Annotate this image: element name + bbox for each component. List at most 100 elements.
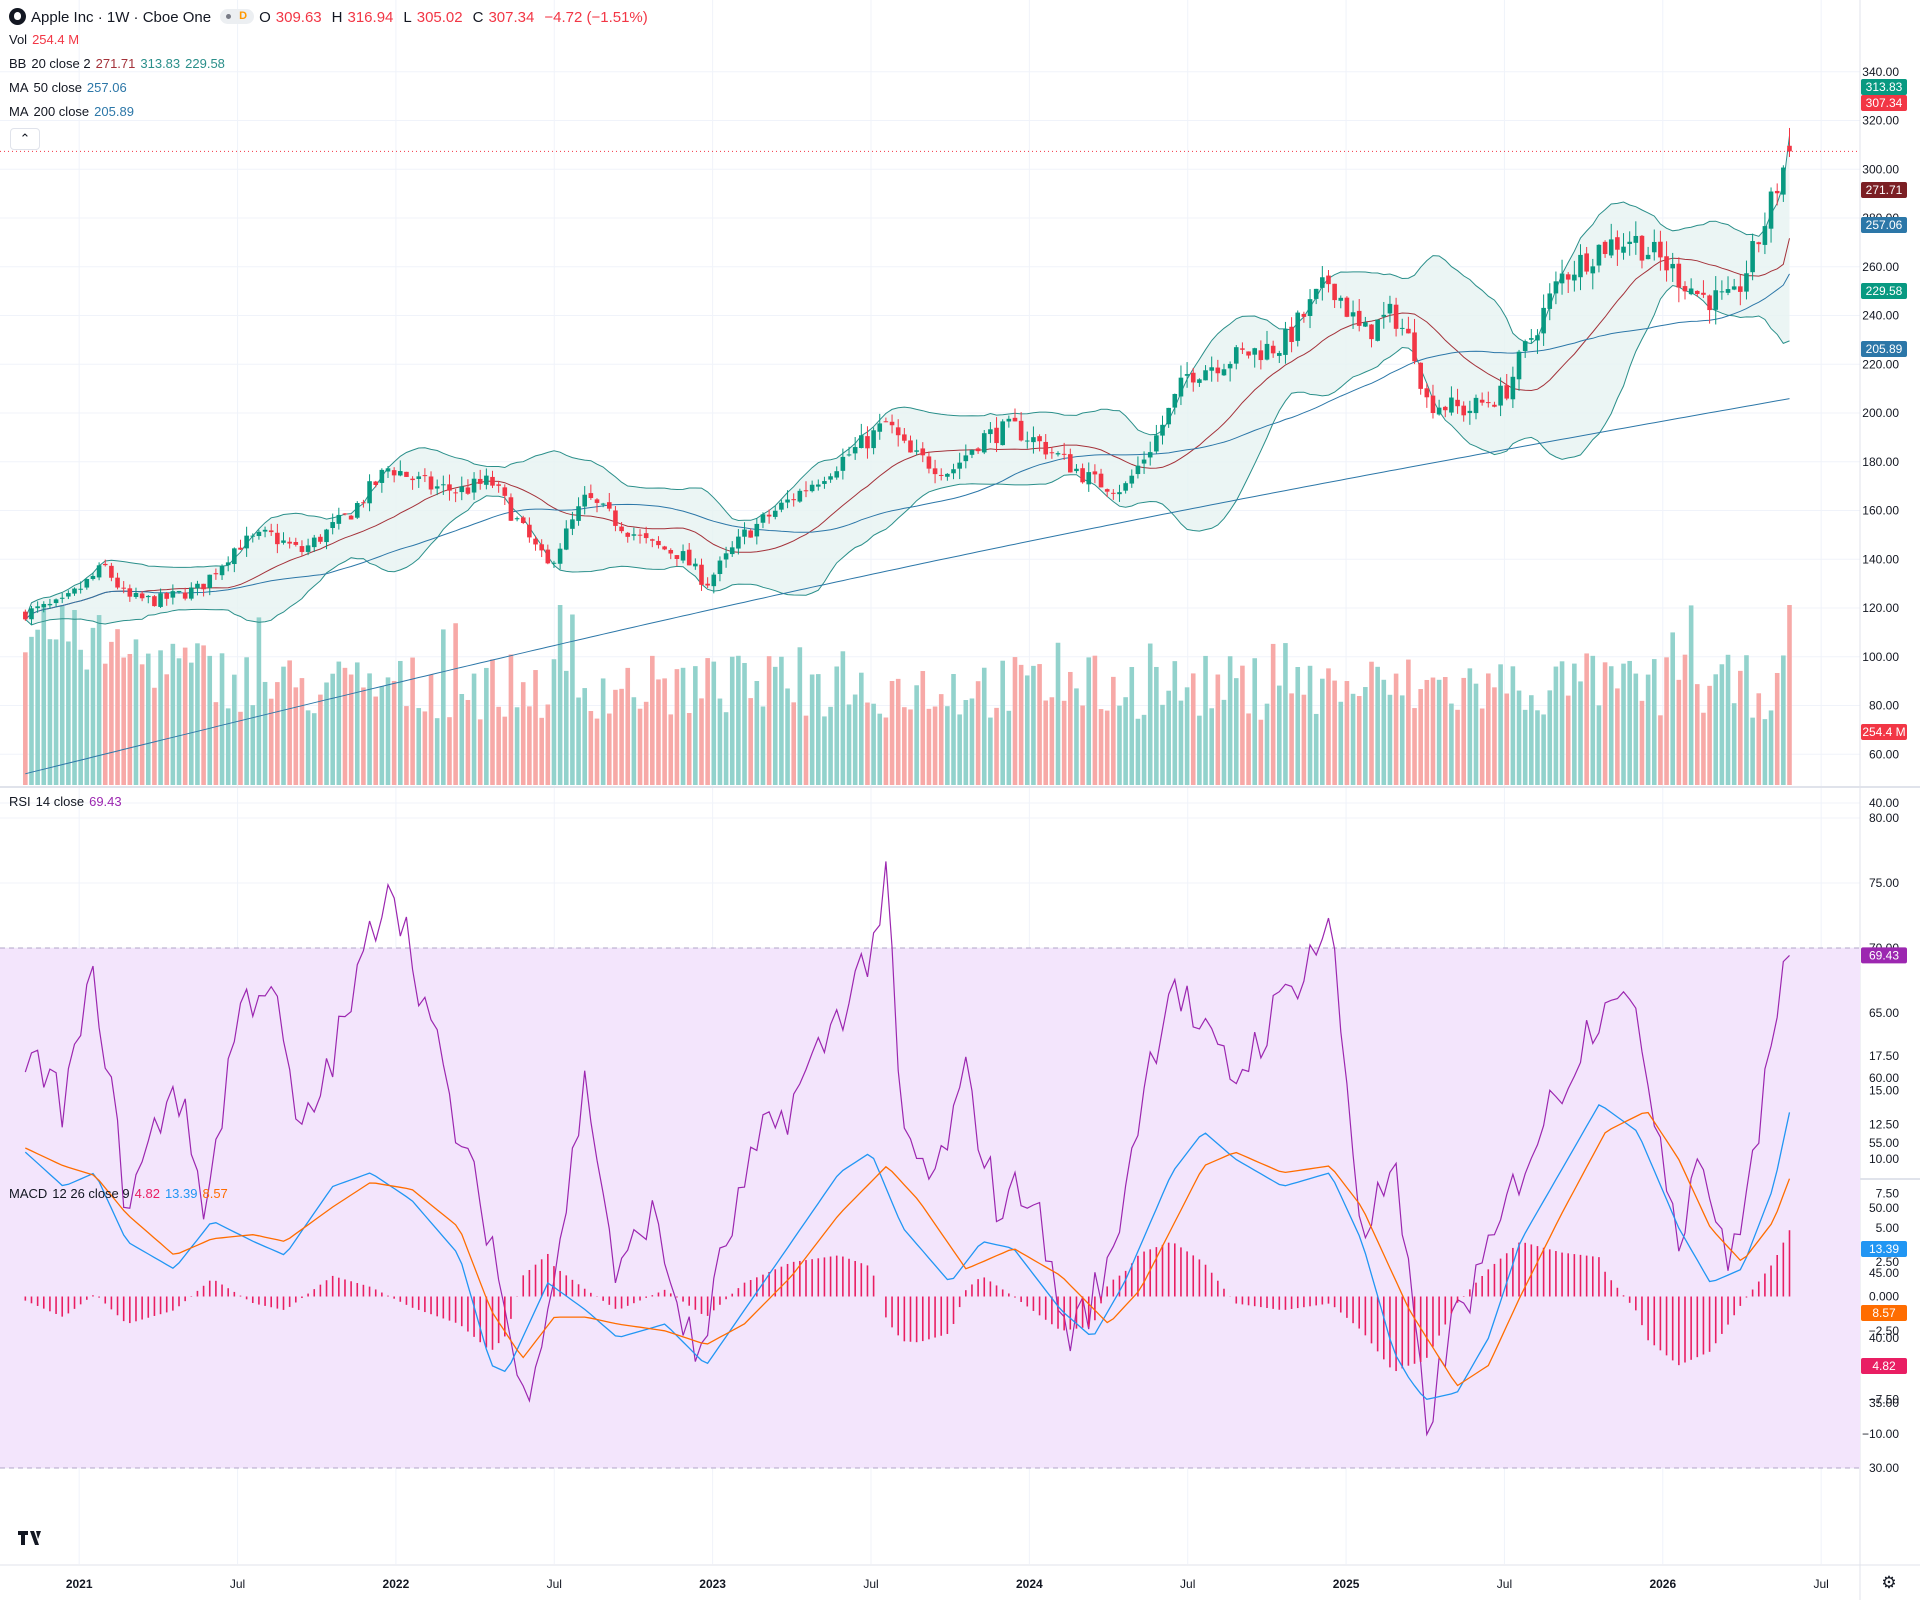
volume-bar <box>809 674 815 785</box>
candle-body <box>176 590 182 592</box>
volume-bar <box>1381 679 1387 785</box>
volume-bar <box>613 689 618 785</box>
candle-body <box>496 484 501 486</box>
candle-body <box>152 596 157 607</box>
candle-body <box>693 563 698 567</box>
rsi-legend[interactable]: RSI 14 close 69.43 <box>9 794 127 810</box>
candle-body <box>834 471 840 478</box>
candle-body <box>1277 352 1282 356</box>
volume-bar <box>926 708 932 785</box>
volume-bar <box>1719 664 1725 785</box>
market-status-badge[interactable]: D <box>220 9 255 24</box>
macd-tick-label: 15.00 <box>1869 1083 1899 1097</box>
time-tick-label: 2026 <box>1649 1577 1676 1591</box>
candle-body <box>1418 362 1423 389</box>
candle-body <box>1504 385 1510 399</box>
ma200-legend[interactable]: MA 200 close 205.89 <box>9 104 139 120</box>
volume-bar <box>1449 703 1454 785</box>
candle-body <box>84 579 90 588</box>
volume-bar <box>600 678 606 785</box>
candle-body <box>1240 348 1245 350</box>
candle-body <box>643 533 649 539</box>
volume-bar <box>631 697 637 785</box>
ma50-line <box>24 273 1790 620</box>
volume-bar <box>1203 655 1208 785</box>
volume-bar <box>938 694 944 785</box>
volume-value-label-bg <box>1861 724 1907 740</box>
candle-body <box>293 542 299 545</box>
volume-bar <box>1098 709 1104 785</box>
volume-bar <box>570 614 575 785</box>
volume-bar <box>1233 678 1239 785</box>
tradingview-logo-icon[interactable] <box>16 1528 46 1548</box>
candle-body <box>428 476 434 490</box>
candle-body <box>1590 266 1596 274</box>
gear-icon[interactable]: ⚙ <box>1881 1573 1897 1592</box>
candle-body <box>1338 297 1344 301</box>
candle-body <box>219 566 225 576</box>
time-tick-label: 2022 <box>383 1577 410 1591</box>
candle-body <box>1147 452 1153 458</box>
candle-body <box>311 537 317 548</box>
candle-body <box>1233 347 1239 364</box>
bb-legend[interactable]: BB 20 close 2 271.71 313.83 229.58 <box>9 56 230 72</box>
macd-tick-label: 0.000 <box>1869 1290 1899 1304</box>
volume-bar <box>1375 666 1380 785</box>
candle-body <box>551 562 557 564</box>
candle-body <box>1080 468 1085 483</box>
volume-bar <box>109 641 114 785</box>
volume-bar <box>379 686 385 785</box>
candle-body <box>889 421 895 426</box>
volume-bar <box>201 645 206 785</box>
candle-body <box>1725 289 1731 293</box>
candle-body <box>422 475 428 477</box>
candle-body <box>41 603 47 608</box>
volume-bar <box>1313 713 1319 785</box>
candle-body <box>1762 226 1768 245</box>
volume-bar <box>815 674 821 785</box>
volume-bar <box>1645 674 1651 785</box>
volume-bar <box>729 656 735 785</box>
symbol-title[interactable]: Apple Inc · 1W · Cboe One <box>31 9 212 26</box>
price-change: −4.72 (−1.51%) <box>544 9 648 26</box>
symbol-legend[interactable]: Apple Inc · 1W · Cboe One D O 309.63 H 316.94… <box>9 8 653 26</box>
candle-body <box>877 423 883 432</box>
macd-legend[interactable]: MACD 12 26 close 9 4.82 13.39 8.57 <box>9 1186 233 1202</box>
volume-bar <box>1627 660 1632 785</box>
volume-bar <box>754 680 760 785</box>
candle-body <box>1701 292 1706 295</box>
volume-bar <box>1559 661 1565 785</box>
candle-body <box>1535 335 1540 341</box>
candle-body <box>729 547 735 555</box>
candle-body <box>736 536 741 549</box>
volume-bar <box>53 639 59 785</box>
candle-body <box>1787 145 1792 152</box>
volume-bar <box>723 712 729 785</box>
volume-bar <box>1104 710 1110 785</box>
volume-bar <box>477 719 483 785</box>
candle-body <box>453 492 458 494</box>
candle-body <box>1774 190 1780 194</box>
volume-bar <box>1252 658 1258 785</box>
volume-bar <box>1068 671 1073 785</box>
volume-bar <box>1301 694 1307 785</box>
candle-body <box>619 526 624 532</box>
volume-bar <box>1412 708 1417 785</box>
ma50-legend[interactable]: MA 50 close 257.06 <box>9 80 132 96</box>
candle-body <box>1682 286 1688 292</box>
candle-body <box>1363 322 1368 327</box>
collapse-legend-button[interactable]: ⌃ <box>10 128 40 150</box>
volume-bar <box>195 643 200 785</box>
price-tick-label: 240.00 <box>1862 309 1899 323</box>
volume-bar <box>1473 683 1479 785</box>
volume-bar <box>1160 704 1165 785</box>
macd-tick-label: 10.00 <box>1869 1152 1899 1166</box>
volume-bar <box>606 713 612 785</box>
macd-tick-label: 7.50 <box>1876 1186 1900 1200</box>
volume-bar <box>250 705 256 785</box>
volume-legend[interactable]: Vol 254.4 M <box>9 32 84 48</box>
candle-body <box>1190 372 1196 383</box>
candle-body <box>225 562 231 566</box>
rsi-tick-label: 45.00 <box>1869 1266 1899 1280</box>
